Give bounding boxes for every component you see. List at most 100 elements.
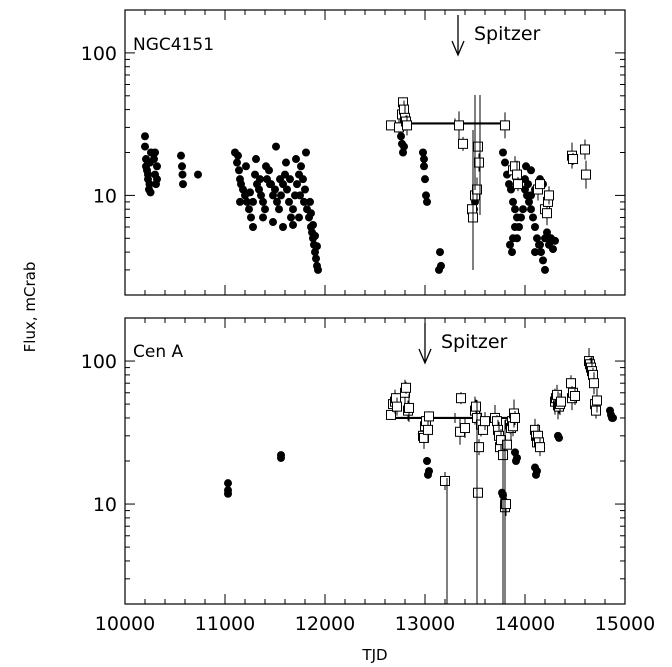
data-point-filled <box>142 162 150 171</box>
data-point-square <box>456 393 466 404</box>
data-point-filled <box>314 265 322 274</box>
data-point-square <box>474 442 484 453</box>
data-point-filled <box>235 166 243 175</box>
data-point-filled <box>423 457 431 465</box>
data-point-square <box>492 416 502 427</box>
data-point-square <box>500 120 510 131</box>
data-point-filled <box>141 132 149 141</box>
data-point-filled <box>533 467 541 476</box>
data-point-square <box>392 401 402 412</box>
data-point-filled <box>299 175 307 184</box>
data-point-filled <box>285 197 293 206</box>
data-point-square <box>399 104 409 115</box>
data-point-filled <box>277 191 285 200</box>
spitzer-annotation: Spitzer <box>418 323 508 365</box>
data-point-filled <box>513 234 521 243</box>
data-point-filled <box>286 175 294 184</box>
data-point-square <box>480 416 490 427</box>
data-point-filled <box>536 240 544 249</box>
y-tick-label: 100 <box>81 351 117 373</box>
x-ticks <box>124 10 626 295</box>
data-point-filled <box>275 205 283 214</box>
data-point-filled <box>499 148 507 157</box>
data-point-filled <box>537 248 545 257</box>
x-ticks: 10000 11000 12000 13000 14000 15000 <box>95 318 655 635</box>
data-point-filled <box>509 197 517 206</box>
data-point-filled <box>541 265 549 274</box>
data-point-filled <box>311 231 319 240</box>
x-tick-label: 14000 <box>495 613 555 635</box>
data-point-filled <box>517 213 525 222</box>
data-point-filled <box>224 479 232 488</box>
x-tick-label: 12000 <box>295 613 355 635</box>
data-point-filled <box>146 188 155 197</box>
data-point-filled <box>419 148 427 157</box>
data-point-square <box>404 402 414 413</box>
panel-cen-a: Cen A 10000 11000 12000 13000 14000 15000 101… <box>81 317 655 635</box>
data-point-square <box>460 423 470 434</box>
data-point-square <box>501 499 511 510</box>
plot-frame <box>124 317 626 605</box>
data-point-filled <box>243 197 251 206</box>
data-point-filled <box>245 205 253 214</box>
data-point-filled <box>283 185 291 194</box>
data-point-filled <box>178 162 186 171</box>
data-point-filled <box>519 205 527 214</box>
y-tick-label: 10 <box>93 494 117 516</box>
panel-title: Cen A <box>133 342 184 362</box>
data-point-square <box>510 161 520 172</box>
spitzer-arrow-icon <box>451 15 465 57</box>
data-point-square <box>478 424 488 435</box>
data-point-filled <box>289 205 297 214</box>
data-point-filled <box>501 158 509 167</box>
spitzer-arrow-icon <box>418 323 432 365</box>
data-point-square <box>535 179 545 190</box>
data-point-square <box>566 378 576 389</box>
data-point-filled <box>295 213 303 222</box>
data-point-filled <box>309 220 317 229</box>
data-point-filled <box>555 433 563 442</box>
spitzer-annotation: Spitzer <box>451 15 541 57</box>
data-point-square <box>589 378 599 389</box>
data-point-square <box>513 179 523 190</box>
data-point-filled <box>301 185 309 194</box>
data-point-filled <box>279 223 287 232</box>
data-point-filled <box>282 158 290 167</box>
data-point-filled <box>312 254 320 263</box>
data-point-filled <box>435 265 443 274</box>
data-point-filled <box>153 175 161 184</box>
data-point-filled <box>527 205 535 214</box>
x-axis-label: TJD <box>361 646 387 664</box>
data-point-filled <box>179 180 187 189</box>
y-ticks: 10 100 <box>81 317 625 605</box>
data-point-square <box>473 487 483 498</box>
data-point-filled <box>533 234 541 243</box>
data-point-square <box>535 442 545 453</box>
data-point-filled <box>234 151 242 160</box>
data-point-filled <box>522 162 530 171</box>
data-point-square <box>570 390 580 401</box>
data-point-filled <box>422 191 430 200</box>
data-point-square <box>471 401 481 412</box>
data-point-square <box>588 369 598 380</box>
data-point-square <box>581 169 591 180</box>
data-point-filled <box>420 155 428 164</box>
data-point-filled <box>247 213 255 222</box>
spitzer-label: Spitzer <box>474 23 541 45</box>
data-point-filled <box>513 453 521 462</box>
y-axis-label: Flux, mCrab <box>21 262 39 353</box>
data-point-filled <box>508 248 516 257</box>
data-point-filled <box>529 213 537 222</box>
data-point-filled <box>145 180 154 189</box>
panel-ngc4151: NGC4151 10 100 Spitzer <box>81 9 626 296</box>
data-point-square <box>508 421 518 432</box>
data-point-filled <box>293 180 301 189</box>
data-point-square <box>544 190 554 201</box>
data-point-filled <box>153 162 161 171</box>
data-point-filled <box>177 151 185 160</box>
data-point-filled <box>252 155 260 164</box>
data-point-square <box>467 204 477 215</box>
data-point-filled <box>256 175 264 184</box>
data-point-filled <box>313 242 321 251</box>
